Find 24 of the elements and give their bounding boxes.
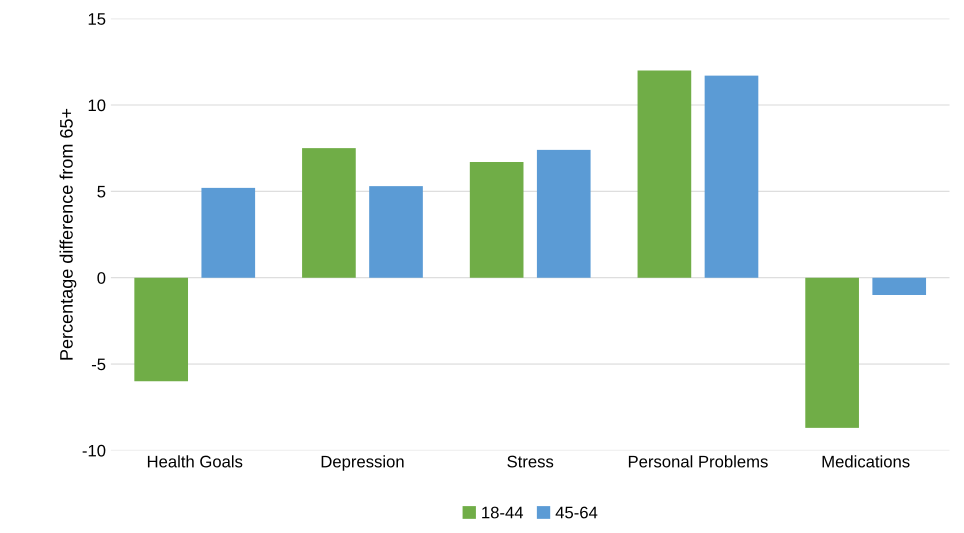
bar <box>536 150 591 278</box>
x-tick-label: Depression <box>322 455 404 471</box>
bar <box>201 188 256 278</box>
x-tick-label: Health Goals <box>148 455 242 468</box>
y-tick-label: 10 <box>88 99 106 112</box>
bar <box>302 148 356 278</box>
legend-label: 45-64 <box>556 506 598 518</box>
x-tick-label: Stress <box>507 456 554 468</box>
y-tick-label: -10 <box>82 444 106 457</box>
bar <box>805 278 859 428</box>
y-tick-label: 0 <box>97 272 106 284</box>
bar <box>872 278 926 295</box>
bar <box>134 278 188 382</box>
bar <box>470 162 524 278</box>
y-tick-label: 15 <box>88 13 106 25</box>
bar <box>369 186 423 278</box>
bar <box>704 76 758 278</box>
x-tick-label: Medications <box>822 455 910 468</box>
y-tick-label: 5 <box>97 186 106 198</box>
legend-label: 18-44 <box>482 506 524 518</box>
y-tick-label: -5 <box>92 358 106 370</box>
y-axis-title: Percentage difference from 65+ <box>60 108 76 360</box>
x-tick-label: Personal Problems <box>628 455 768 468</box>
bar <box>638 70 692 278</box>
